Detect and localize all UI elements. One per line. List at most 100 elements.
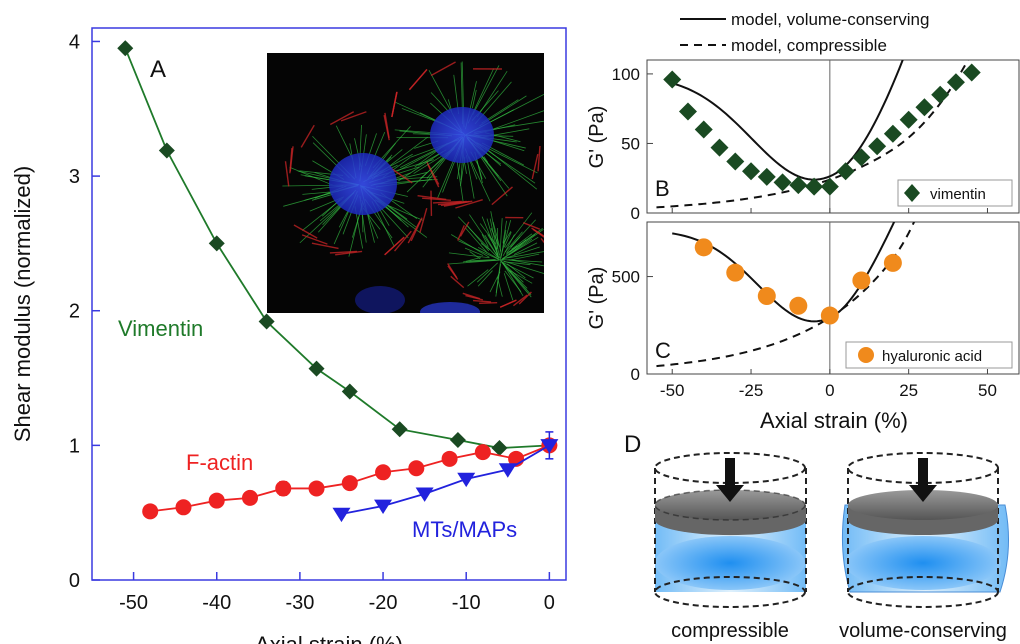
data-point: [332, 507, 351, 523]
data-point: [883, 124, 902, 143]
actin-edge: [457, 225, 465, 241]
data-point: [868, 137, 887, 156]
actin-edge: [437, 200, 467, 206]
x-tick-label: 0: [825, 381, 834, 400]
actin-edge: [537, 145, 541, 172]
fiber: [465, 259, 500, 263]
fiber: [502, 263, 532, 296]
data-point: [663, 70, 682, 89]
series-line-Vimentin: [124, 47, 550, 449]
fiber: [451, 234, 490, 258]
caption-compressible: compressible: [671, 620, 789, 642]
actin-edge: [472, 299, 492, 303]
actin-edge: [391, 91, 398, 118]
press-arrow-icon: [918, 458, 928, 486]
fiber: [513, 242, 538, 255]
data-point: [852, 271, 871, 290]
actin-edge: [384, 236, 405, 256]
legend-b-marker: [904, 184, 920, 202]
data-point: [142, 503, 159, 520]
fiber: [481, 233, 489, 247]
data-point: [449, 431, 466, 448]
data-point: [341, 383, 358, 400]
panel-a-label: A: [150, 56, 166, 83]
data-point: [757, 167, 776, 186]
fiber: [467, 269, 489, 287]
inset-micrograph: [267, 53, 548, 313]
fiber: [483, 156, 489, 163]
legend-b-label: vimentin: [930, 186, 986, 203]
actin-edge: [522, 222, 541, 230]
actin-edge: [384, 112, 390, 139]
fiber: [503, 273, 514, 301]
fiber: [458, 216, 498, 258]
fiber: [506, 251, 544, 259]
fiber: [477, 270, 493, 287]
actin-edge: [410, 217, 423, 242]
data-point: [408, 460, 425, 477]
actin-edge: [417, 194, 447, 201]
y-tick-label: 100: [612, 65, 640, 84]
fiber: [492, 221, 502, 252]
fiber: [311, 193, 334, 201]
series-label-mts: MTs/MAPs: [412, 517, 517, 542]
actin-edge: [284, 161, 290, 187]
fiber: [499, 218, 503, 259]
actin-edge: [443, 200, 473, 207]
fiber: [490, 211, 500, 256]
model-legend: model, volume-conserving model, compress…: [680, 10, 929, 55]
nucleus-2: [430, 107, 494, 163]
x-tick-label-a: 0: [544, 592, 555, 614]
fiber: [462, 257, 481, 263]
actin-edge: [300, 124, 315, 148]
actin-edge: [531, 227, 544, 237]
fiber: [456, 160, 464, 203]
fiber: [490, 227, 500, 247]
compressible-diagram: [654, 452, 807, 608]
data-point: [946, 73, 965, 92]
data-point: [789, 296, 808, 315]
actin-edge: [430, 61, 456, 77]
volume-conserving-diagram: [841, 452, 1010, 608]
data-point: [694, 120, 713, 139]
actin-edge: [512, 294, 528, 307]
data-point: [491, 440, 508, 457]
data-point: [742, 162, 761, 181]
data-point: [208, 492, 225, 509]
y-tick-label: 0: [631, 365, 640, 384]
legend-solid-label: model, volume-conserving: [731, 10, 929, 29]
actin-edge: [432, 200, 462, 204]
fiber: [502, 259, 543, 263]
data-point: [308, 360, 325, 377]
data-point: [678, 102, 697, 121]
panel-a-frame: [91, 27, 567, 581]
axis-b-ylabel: G' (Pa): [586, 106, 608, 169]
fiber: [513, 239, 527, 253]
fiber: [499, 259, 524, 283]
fiber: [506, 234, 535, 254]
panel-d-label: D: [624, 431, 641, 458]
nucleus-3: [355, 286, 405, 313]
actin-edge: [459, 221, 470, 237]
series-label-vimentin: Vimentin: [118, 316, 203, 341]
actin-edge: [311, 242, 339, 250]
fiber: [502, 234, 515, 257]
fiber: [506, 236, 521, 253]
axis-a-xlabel: Axial strain (%): [255, 632, 403, 644]
actin-edge: [547, 262, 548, 278]
actin-edge: [479, 301, 498, 305]
fiber: [489, 218, 499, 255]
data-point: [883, 253, 902, 272]
fiber: [503, 232, 512, 248]
y-tick-label-a: 0: [69, 570, 80, 592]
data-point: [726, 152, 745, 171]
data-point: [474, 444, 491, 461]
fiber: [472, 65, 500, 115]
panel-b: 0 50 100 B vimentin G' (Pa): [586, 59, 1020, 223]
data-point: [789, 176, 808, 195]
data-point: [457, 472, 476, 488]
data-point: [158, 142, 175, 159]
series-label-factin: F-actin: [186, 450, 253, 475]
data-point: [820, 177, 839, 196]
press-arrow-icon: [725, 458, 735, 486]
